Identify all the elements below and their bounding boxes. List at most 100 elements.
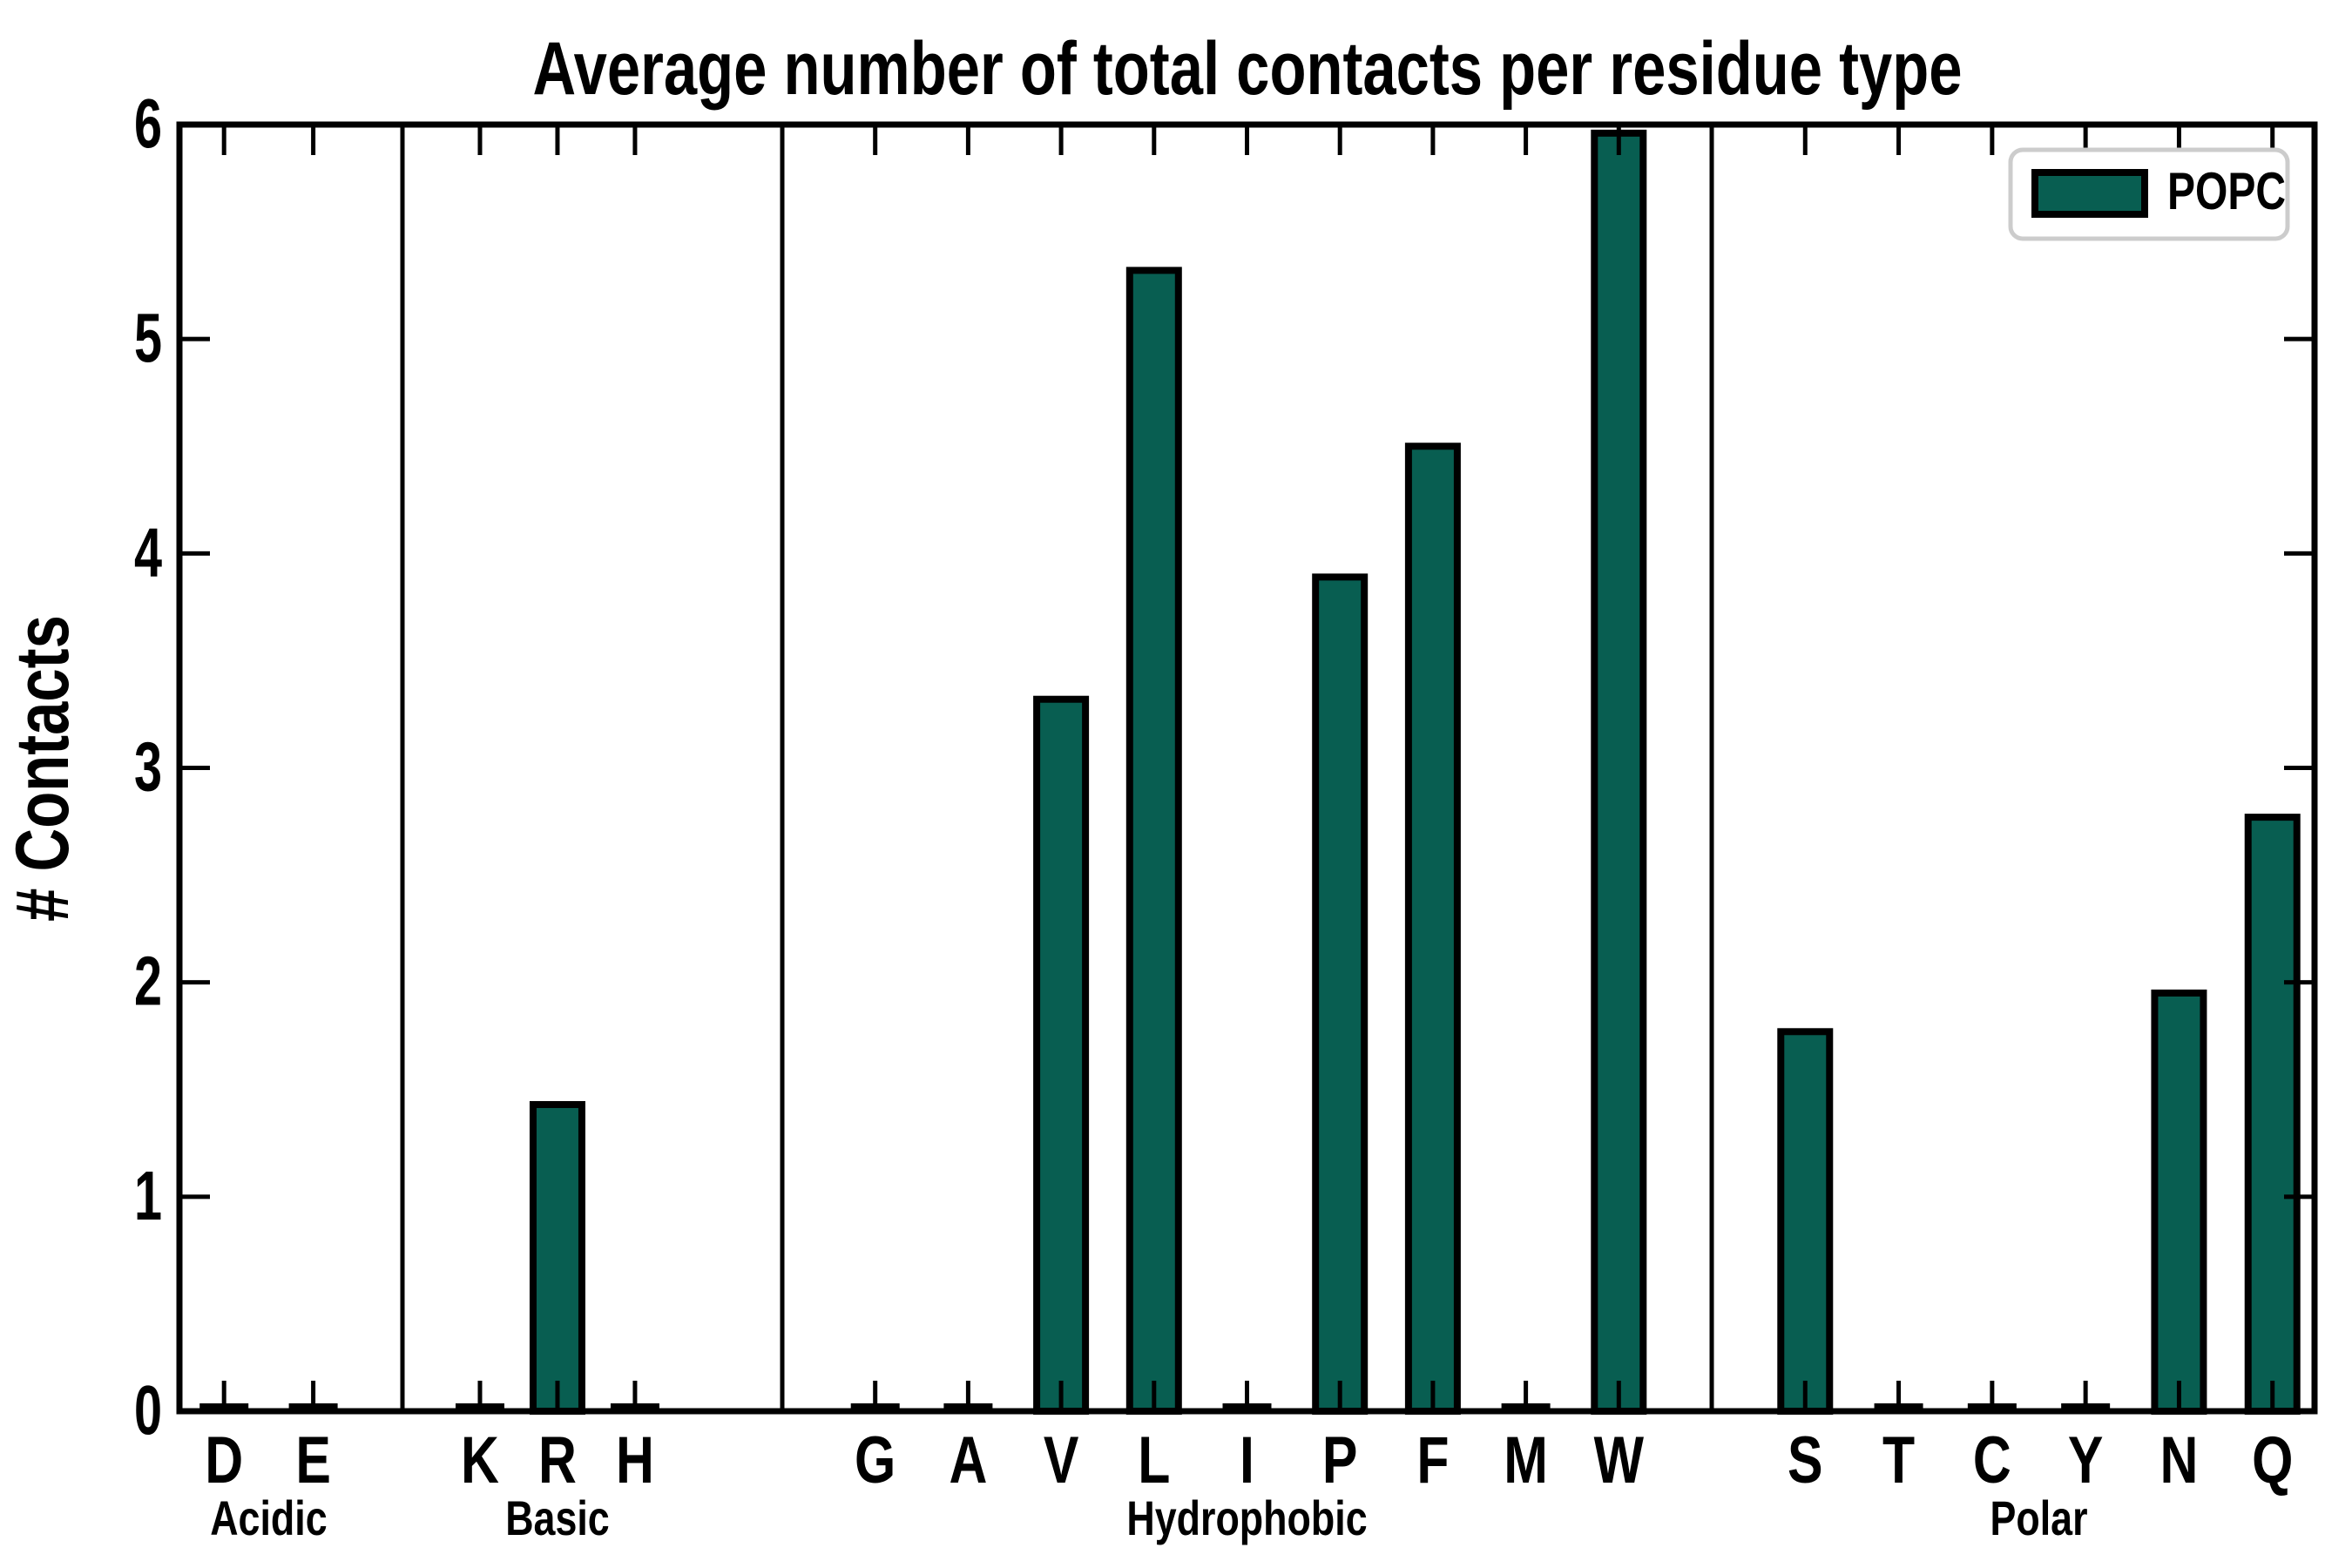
- x-tick-label-Y: Y: [2068, 1423, 2104, 1497]
- x-tick-top-K: [477, 125, 483, 155]
- plot-area: 0 1 2 3 4 5 6 D E K R H G A V L I P F M W S T C Y N Q Acidic Basic Hy…: [134, 84, 2318, 1545]
- x-tick-bottom-R: [555, 1381, 560, 1411]
- y-tick-right-1: [2284, 1194, 2315, 1200]
- group-label-Polar: Polar: [1990, 1490, 2087, 1545]
- y-tick-label-5: 5: [134, 299, 162, 377]
- group-separator: [400, 125, 405, 1411]
- x-tick-top-P: [1337, 125, 1342, 155]
- x-tick-bottom-V: [1058, 1381, 1064, 1411]
- bar-V: [1033, 695, 1090, 1415]
- y-axis-label: # Contacts: [1, 615, 84, 922]
- x-tick-label-I: I: [1240, 1423, 1254, 1497]
- x-tick-bottom-I: [1245, 1381, 1249, 1411]
- x-tick-label-S: S: [1788, 1423, 1823, 1497]
- x-tick-label-T: T: [1882, 1423, 1915, 1497]
- y-tick-label-3: 3: [134, 727, 162, 806]
- bar-W: [1591, 129, 1647, 1415]
- y-tick-left-6: [179, 122, 210, 127]
- y-tick-left-4: [179, 551, 210, 556]
- group-separator: [1709, 125, 1714, 1411]
- x-tick-bottom-N: [2176, 1381, 2181, 1411]
- bar-N: [2151, 989, 2207, 1415]
- x-tick-bottom-C: [1990, 1381, 1995, 1411]
- x-tick-top-G: [873, 125, 878, 155]
- x-tick-bottom-M: [1524, 1381, 1529, 1411]
- x-tick-top-I: [1245, 125, 1249, 155]
- x-tick-top-W: [1616, 125, 1621, 155]
- y-tick-left-5: [179, 336, 210, 341]
- x-tick-label-D: D: [205, 1423, 243, 1497]
- x-tick-bottom-H: [632, 1381, 638, 1411]
- x-tick-label-H: H: [616, 1423, 654, 1497]
- x-tick-top-Y: [2083, 125, 2088, 155]
- x-tick-bottom-K: [477, 1381, 483, 1411]
- x-tick-top-A: [965, 125, 970, 155]
- x-tick-bottom-S: [1802, 1381, 1808, 1411]
- legend: POPC: [2008, 147, 2290, 241]
- x-tick-top-V: [1058, 125, 1064, 155]
- y-tick-right-4: [2284, 551, 2315, 556]
- x-tick-bottom-L: [1152, 1381, 1157, 1411]
- y-tick-left-0: [179, 1409, 210, 1414]
- chart-title: Average number of total contacts per res…: [532, 27, 1962, 111]
- bar-R: [529, 1100, 585, 1416]
- x-tick-top-D: [221, 125, 226, 155]
- x-tick-label-Q: Q: [2252, 1423, 2293, 1497]
- x-tick-top-T: [1896, 125, 1902, 155]
- x-tick-bottom-Q: [2270, 1381, 2275, 1411]
- x-tick-bottom-D: [221, 1381, 226, 1411]
- x-tick-label-M: M: [1504, 1423, 1548, 1497]
- group-label-Acidic: Acidic: [210, 1490, 327, 1545]
- x-tick-top-C: [1990, 125, 1995, 155]
- y-tick-right-3: [2284, 766, 2315, 770]
- x-tick-top-S: [1802, 125, 1808, 155]
- bar-S: [1777, 1028, 1834, 1416]
- y-tick-left-3: [179, 766, 210, 770]
- x-tick-label-G: G: [855, 1423, 896, 1497]
- bar-Q: [2244, 814, 2301, 1415]
- x-tick-top-L: [1152, 125, 1157, 155]
- legend-swatch: [2031, 169, 2148, 218]
- x-tick-bottom-A: [965, 1381, 970, 1411]
- x-tick-bottom-Y: [2083, 1381, 2088, 1411]
- x-tick-top-R: [555, 125, 560, 155]
- bar-L: [1125, 267, 1182, 1416]
- x-tick-label-N: N: [2159, 1423, 2198, 1497]
- x-tick-top-N: [2176, 125, 2181, 155]
- x-tick-label-R: R: [538, 1423, 577, 1497]
- y-tick-right-2: [2284, 980, 2315, 985]
- plot-border: [176, 121, 2318, 1415]
- x-tick-top-F: [1430, 125, 1436, 155]
- y-tick-right-6: [2284, 122, 2315, 127]
- y-tick-right-0: [2284, 1409, 2315, 1414]
- group-label-Basic: Basic: [505, 1490, 610, 1545]
- x-tick-bottom-W: [1616, 1381, 1621, 1411]
- y-tick-left-2: [179, 980, 210, 985]
- bar-P: [1312, 573, 1369, 1415]
- group-separator: [780, 125, 785, 1411]
- x-tick-bottom-G: [873, 1381, 878, 1411]
- bar-F: [1404, 443, 1461, 1415]
- x-tick-label-F: F: [1416, 1423, 1449, 1497]
- x-tick-bottom-E: [311, 1381, 316, 1411]
- x-tick-top-Q: [2270, 125, 2275, 155]
- x-tick-label-W: W: [1594, 1423, 1644, 1497]
- y-tick-label-2: 2: [134, 942, 162, 1020]
- x-tick-label-V: V: [1044, 1423, 1079, 1497]
- x-tick-bottom-P: [1337, 1381, 1342, 1411]
- x-tick-label-C: C: [1973, 1423, 2011, 1497]
- x-tick-label-P: P: [1322, 1423, 1358, 1497]
- x-tick-label-A: A: [949, 1423, 987, 1497]
- x-tick-label-L: L: [1138, 1423, 1170, 1497]
- x-tick-label-E: E: [295, 1423, 331, 1497]
- group-label-Hydrophobic: Hydrophobic: [1126, 1490, 1367, 1545]
- x-tick-top-E: [311, 125, 316, 155]
- x-tick-bottom-F: [1430, 1381, 1436, 1411]
- y-tick-label-0: 0: [134, 1371, 162, 1450]
- x-tick-top-M: [1524, 125, 1529, 155]
- y-tick-label-1: 1: [134, 1157, 162, 1235]
- legend-label: POPC: [2167, 162, 2286, 220]
- y-tick-right-5: [2284, 336, 2315, 341]
